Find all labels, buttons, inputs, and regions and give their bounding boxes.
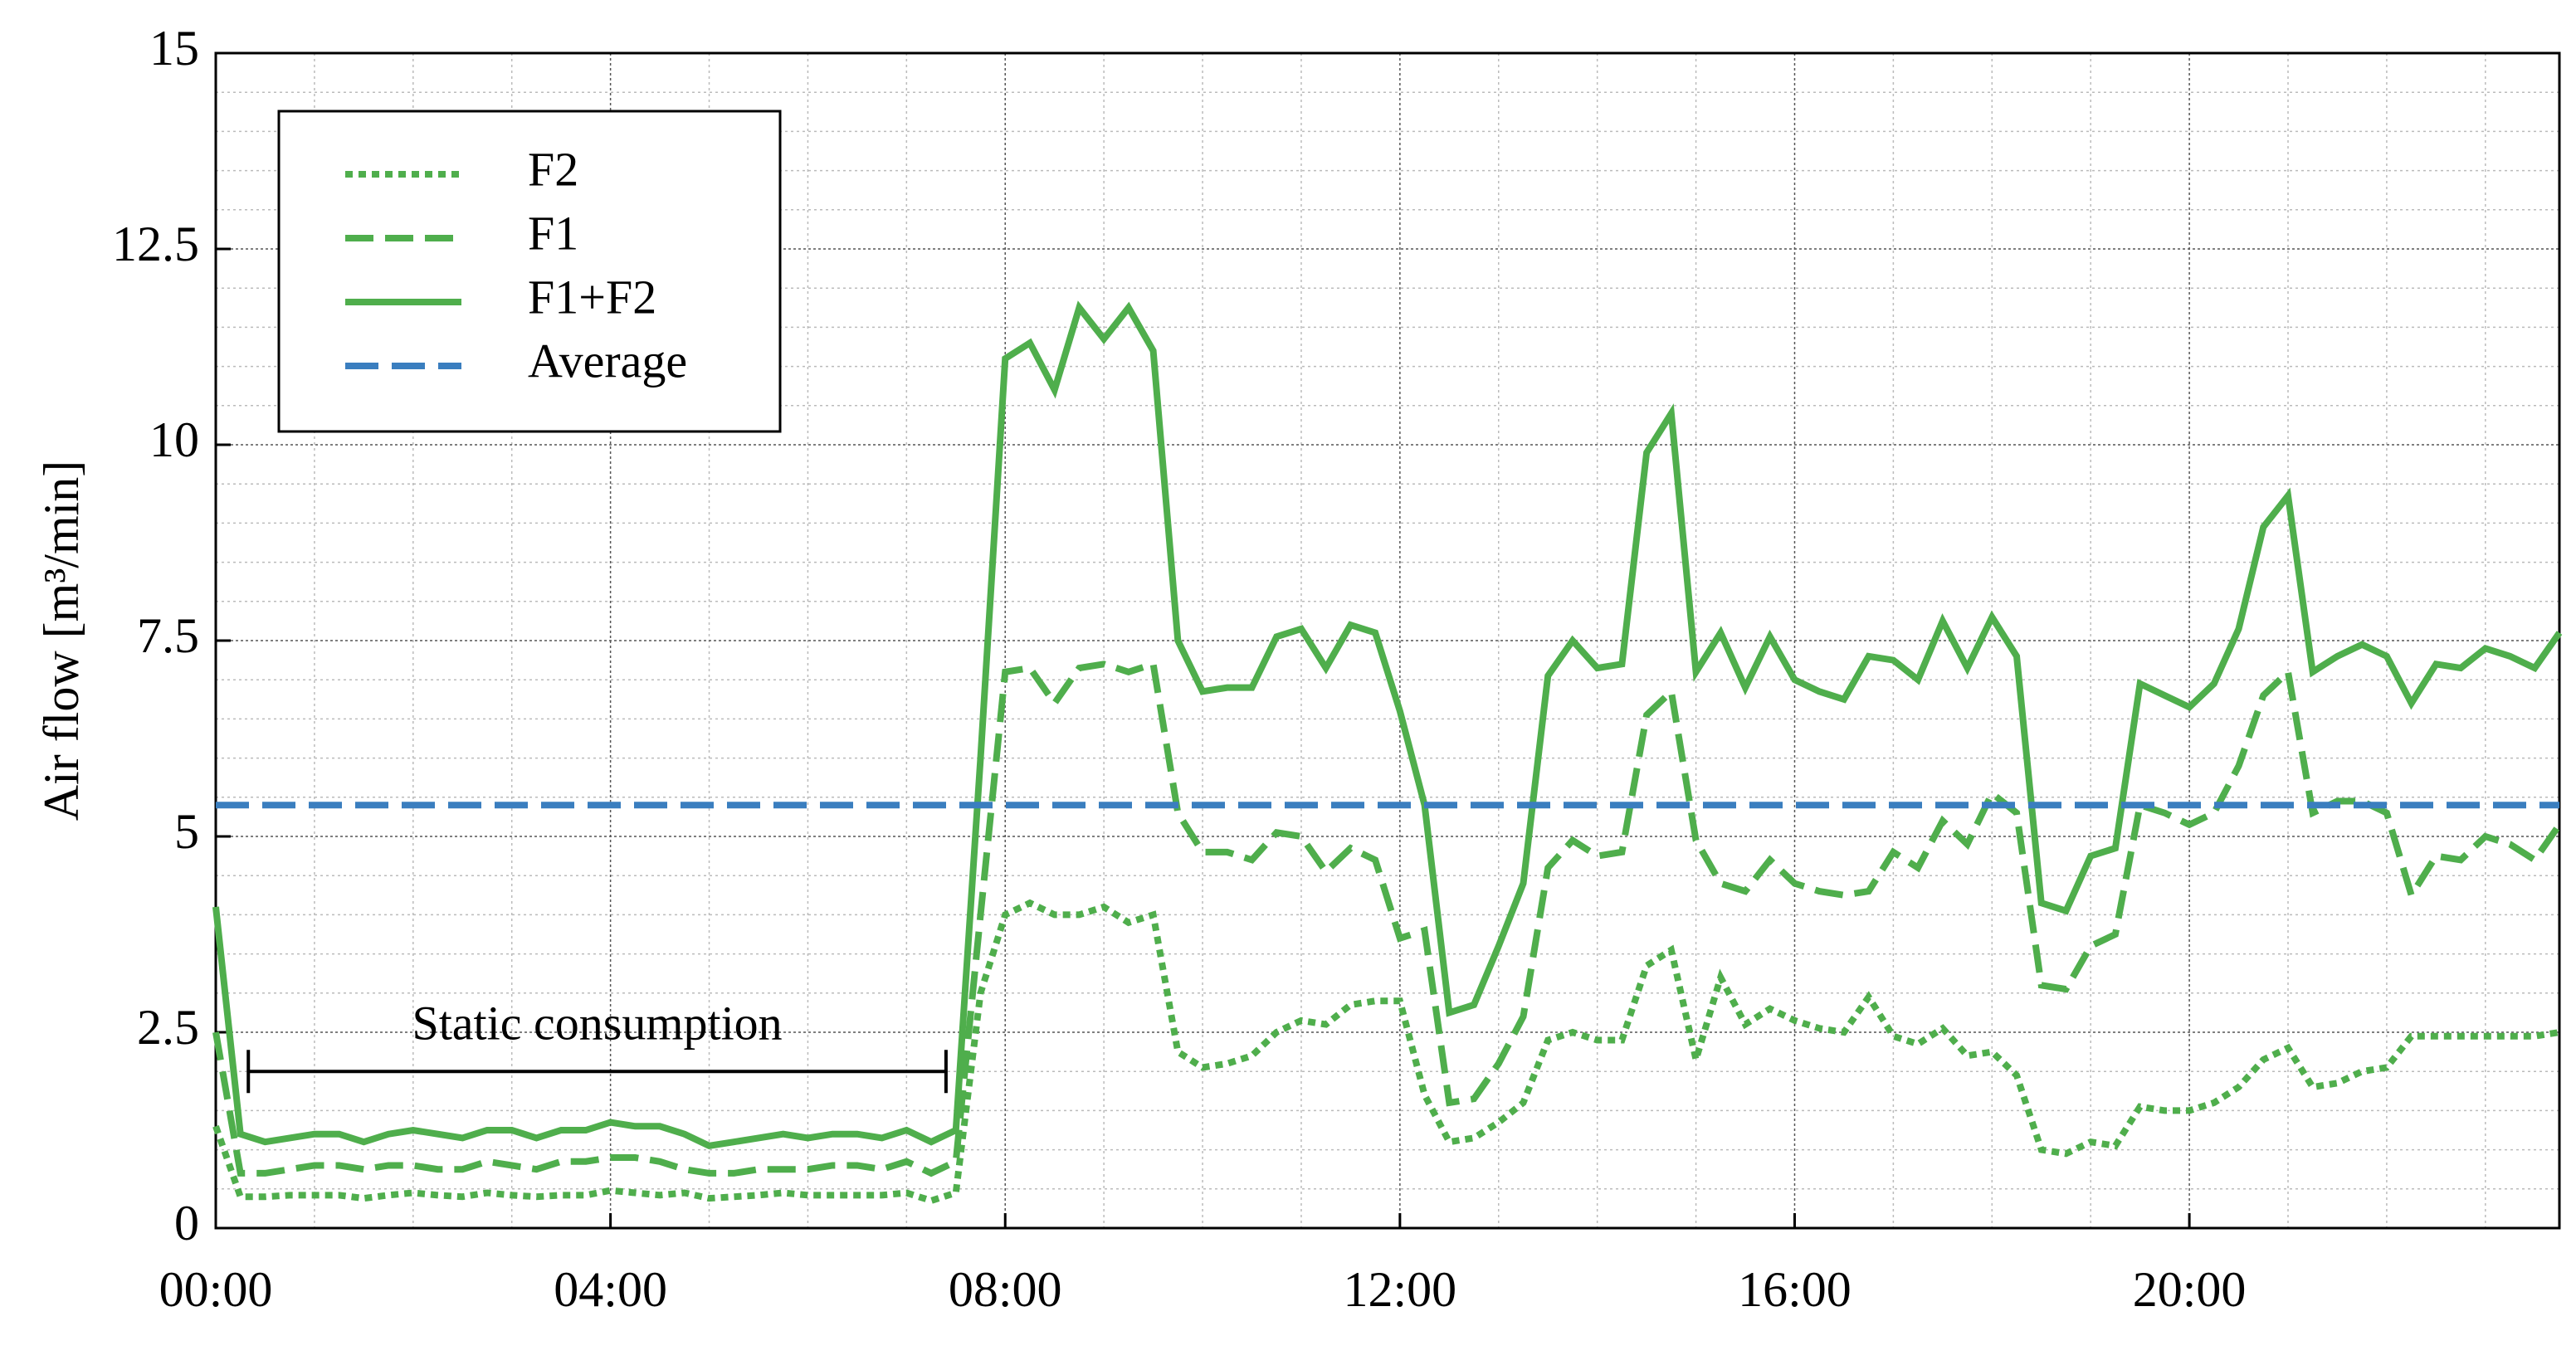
y-tick-label: 10 xyxy=(149,412,199,467)
x-tick-label: 00:00 xyxy=(159,1262,273,1317)
series-line xyxy=(212,899,2560,1205)
x-tick-label: 12:00 xyxy=(1344,1262,1457,1317)
y-tick-label: 7.5 xyxy=(137,608,199,663)
x-tick-label: 20:00 xyxy=(2133,1262,2247,1317)
x-tick-label: 08:00 xyxy=(949,1262,1062,1317)
series-line xyxy=(212,660,2563,1177)
legend-label: F2 xyxy=(528,142,578,196)
y-tick-label: 2.5 xyxy=(137,1000,199,1055)
x-tick-label: 16:00 xyxy=(1738,1262,1852,1317)
series-line xyxy=(212,300,2563,1150)
legend-label: F1 xyxy=(528,206,578,260)
y-tick-label: 5 xyxy=(174,804,199,859)
x-tick-label: 04:00 xyxy=(554,1262,667,1317)
y-tick-label: 15 xyxy=(149,21,199,76)
y-tick-label: 12.5 xyxy=(112,217,199,271)
plot-frame xyxy=(214,51,2561,1230)
legend-label: Average xyxy=(528,334,687,388)
legend-box xyxy=(277,110,782,433)
legend-label: F1+F2 xyxy=(528,270,656,324)
y-tick-label: 0 xyxy=(174,1196,199,1250)
annotation-text: Static consumption xyxy=(412,997,782,1051)
y-axis-label: Air flow [m³/min] xyxy=(34,461,89,821)
